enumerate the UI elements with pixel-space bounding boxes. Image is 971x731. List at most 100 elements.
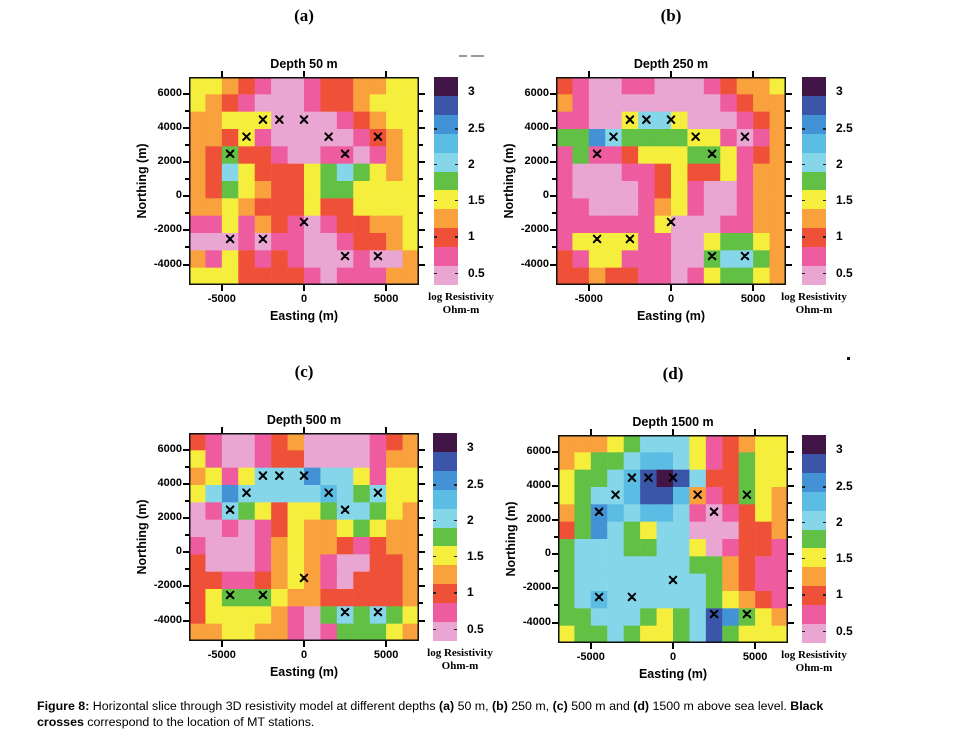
ytick-b (550, 229, 556, 232)
caption-part: Horizontal slice through 3D resistivity … (89, 699, 439, 713)
colorbar-segment (433, 489, 457, 509)
xtick-top-b (670, 71, 672, 77)
ytick-right-c (419, 449, 425, 452)
artifact-dash (459, 55, 467, 57)
ytick-right-b (786, 161, 792, 164)
colorbar-title-line1: log Resistivity (427, 647, 493, 659)
ytick-right-a (419, 161, 425, 164)
xtick-label-d: 5000 (742, 651, 768, 663)
colorbar-segment (802, 605, 826, 625)
colorbar-tick-a (455, 128, 458, 130)
ytick-minor-b (552, 212, 556, 214)
ytick-label-b: -4000 (520, 257, 549, 270)
panel-letter-a: (a) (294, 6, 314, 25)
colorbar-tick-b (802, 163, 805, 166)
colorbar-a (434, 77, 458, 285)
colorbar-title-c: log Resistivity Ohm-m (405, 647, 515, 673)
resistivity-map-d (558, 435, 788, 643)
colorbar-tick-a (434, 199, 437, 202)
ytick-right-a (419, 93, 425, 96)
ytick-label-b: 4000 (524, 121, 549, 134)
colorbar-tick-a (455, 163, 458, 166)
ytick-minor-right-c (419, 568, 423, 570)
ytick-minor-right-d (788, 468, 792, 470)
panel-title-d: Depth 1500 m (632, 415, 714, 429)
colorbar-title-line1: log Resistivity (781, 649, 847, 661)
xtick-label-b: 5000 (740, 293, 766, 305)
colorbar-segment (433, 622, 457, 641)
caption-part: 500 m and (567, 699, 634, 713)
colorbar-tick-c (454, 555, 457, 558)
colorbar-tick-c (454, 519, 457, 522)
ytick-d (552, 587, 558, 590)
colorbar-tick-d (802, 486, 805, 488)
colorbar-label-c: 1.5 (467, 548, 484, 563)
ytick-label-c: 2000 (157, 511, 182, 524)
xtick-c (220, 641, 223, 647)
colorbar-label-a: 2 (468, 156, 475, 171)
colorbar-tick-d (802, 630, 805, 633)
colorbar-tick-b (802, 272, 805, 275)
ytick-minor-right-b (786, 212, 790, 214)
ytick-label-b: 6000 (524, 87, 549, 100)
ytick-b (550, 127, 556, 130)
ytick-label-d: 2000 (526, 513, 551, 526)
colorbar-tick-c (454, 484, 457, 486)
colorbar-tick-a (455, 272, 458, 275)
colorbar-tick-a (455, 199, 458, 202)
colorbar-title-line2: Ohm-m (441, 660, 479, 672)
colorbar-segment (434, 77, 458, 96)
ytick-right-d (788, 451, 794, 454)
caption-line-1: Figure 8: Horizontal slice through 3D re… (37, 698, 957, 714)
caption-part: (b) (492, 699, 508, 713)
y-axis-label-a: Northing (m) (135, 143, 149, 219)
colorbar-title-b: log Resistivity Ohm-m (762, 291, 866, 317)
ytick-minor-right-a (419, 144, 423, 146)
colorbar-c (433, 433, 457, 641)
colorbar-title-a: log Resistivity Ohm-m (406, 291, 516, 317)
colorbar-segment (802, 624, 826, 643)
xtick-top-d (589, 429, 592, 435)
ytick-right-c (419, 517, 425, 520)
ytick-right-c (419, 483, 425, 486)
colorbar-segment (802, 228, 826, 248)
xtick-label-a: -5000 (207, 293, 236, 305)
ytick-minor-b (552, 178, 556, 180)
ytick-label-a: 0 (175, 189, 182, 202)
ytick-minor-c (185, 500, 189, 502)
caption-part: 1500 m above sea level. (649, 699, 791, 713)
colorbar-tick-a (434, 90, 437, 93)
colorbar-tick-a (434, 272, 437, 275)
colorbar-segment (802, 209, 826, 229)
xtick-d (672, 643, 674, 649)
ytick-label-a: 2000 (157, 155, 182, 168)
ytick-minor-b (552, 144, 556, 146)
ytick-minor-right-c (419, 500, 423, 502)
colorbar-segment (802, 586, 826, 606)
colorbar-segment (434, 95, 458, 115)
ytick-minor-b (552, 110, 556, 112)
colorbar-label-b: 2.5 (836, 121, 853, 136)
colorbar-label-c: 1 (467, 585, 474, 600)
colorbar-label-c: 0.5 (467, 621, 484, 636)
ytick-right-b (786, 127, 792, 130)
caption-part: crosses (37, 715, 84, 729)
ytick-right-a (419, 263, 425, 266)
xtick-b (752, 285, 755, 291)
panel-letter-c: (c) (294, 362, 314, 381)
xtick-d (754, 643, 757, 649)
colorbar-segment (802, 247, 826, 267)
colorbar-segment (434, 152, 458, 172)
colorbar-tick-d (823, 630, 826, 633)
caption-part: (d) (633, 699, 650, 713)
xtick-label-c: 0 (300, 649, 308, 661)
colorbar-segment (434, 266, 458, 285)
resistivity-map-b (556, 77, 786, 285)
ytick-right-c (419, 619, 425, 622)
xtick-top-a (303, 71, 305, 77)
colorbar-segment (434, 114, 458, 134)
ytick-minor-right-c (419, 534, 423, 536)
colorbar-label-a: 1 (468, 229, 475, 244)
ytick-minor-right-a (419, 246, 423, 248)
